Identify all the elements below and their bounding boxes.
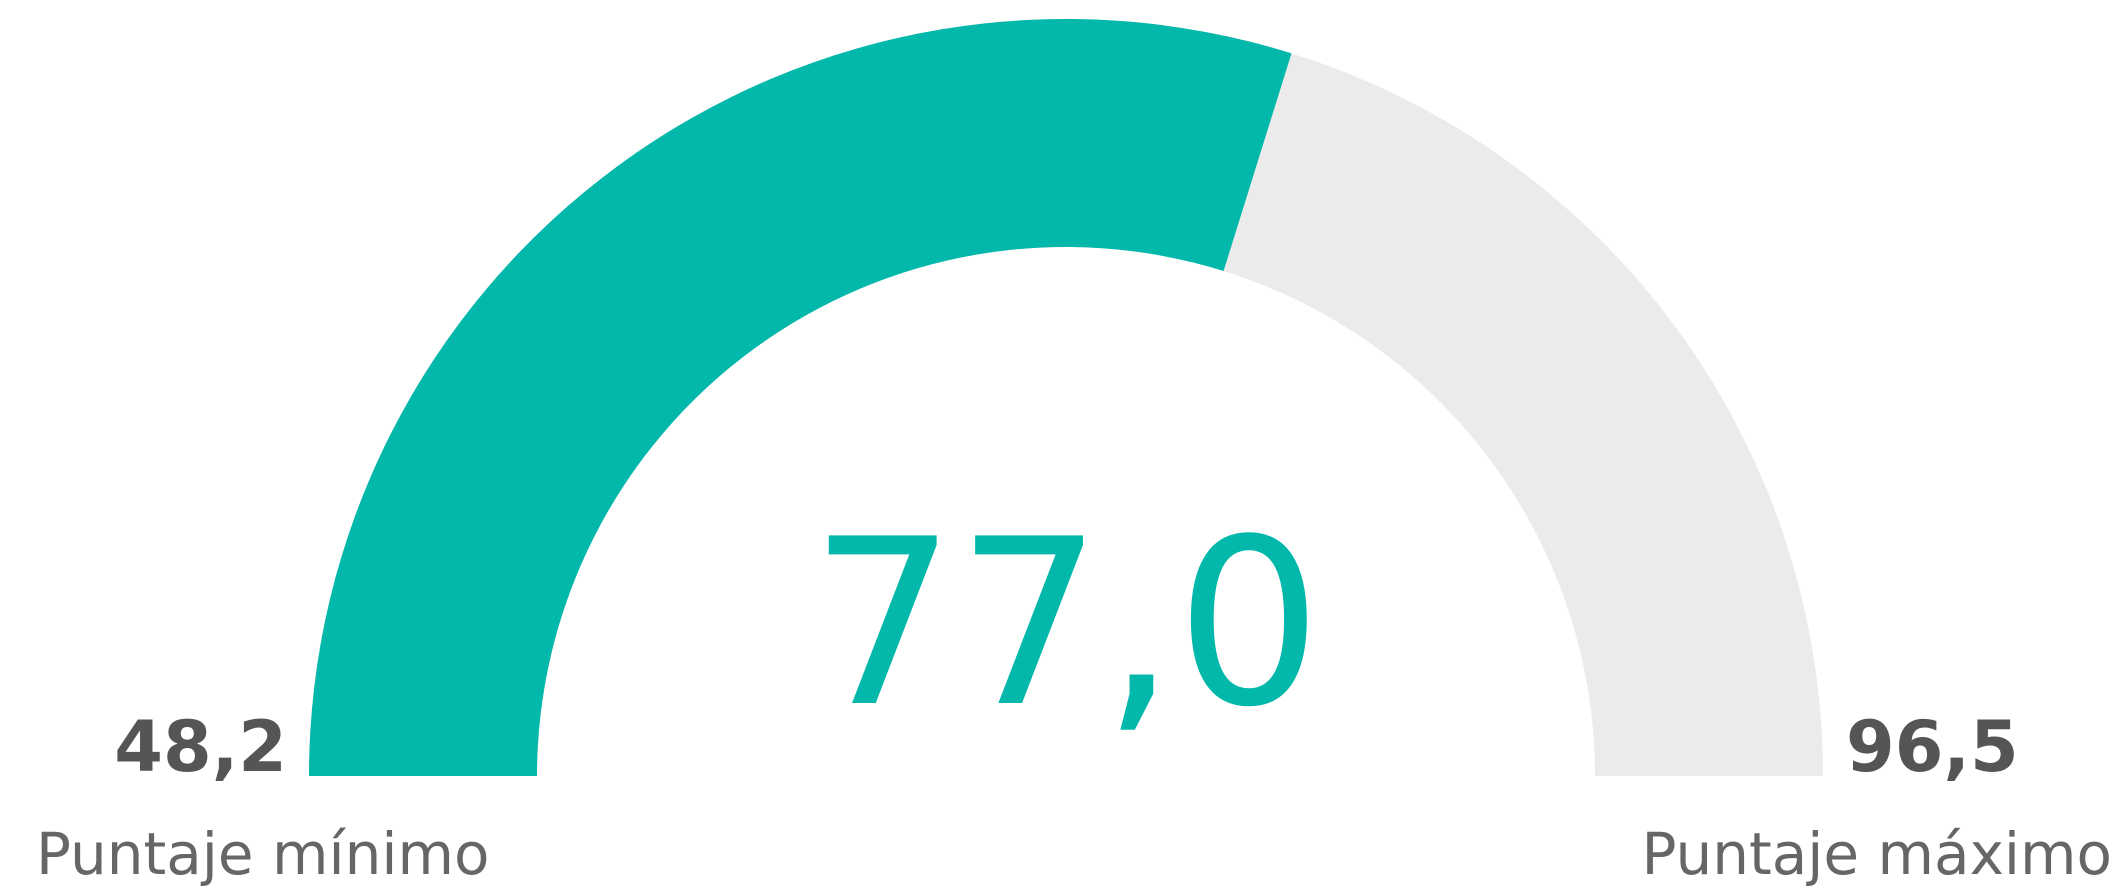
max-label: 96,5 <box>1846 706 2019 788</box>
gauge-value: 77,0 <box>810 491 1322 758</box>
min-label: 48,2 <box>114 706 287 788</box>
gauge-fill <box>309 19 1292 777</box>
max-title: Puntaje máximo <box>1642 820 2112 888</box>
min-title: Puntaje mínimo <box>36 820 489 888</box>
arcs <box>309 19 1823 777</box>
